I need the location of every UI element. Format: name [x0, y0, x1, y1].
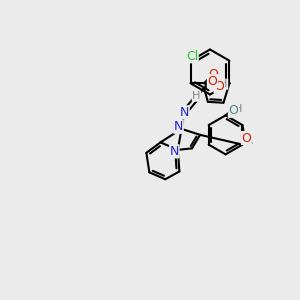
- Text: N: N: [180, 106, 189, 119]
- Text: H: H: [192, 91, 201, 101]
- Text: O: O: [228, 104, 238, 117]
- Text: O: O: [214, 80, 224, 93]
- Text: N: N: [174, 120, 183, 133]
- Text: O: O: [208, 68, 218, 81]
- Text: O: O: [207, 75, 217, 88]
- Text: H: H: [234, 104, 243, 114]
- Text: O: O: [242, 131, 251, 145]
- Text: Cl: Cl: [186, 50, 198, 63]
- Text: H: H: [219, 79, 228, 89]
- Text: N: N: [169, 145, 179, 158]
